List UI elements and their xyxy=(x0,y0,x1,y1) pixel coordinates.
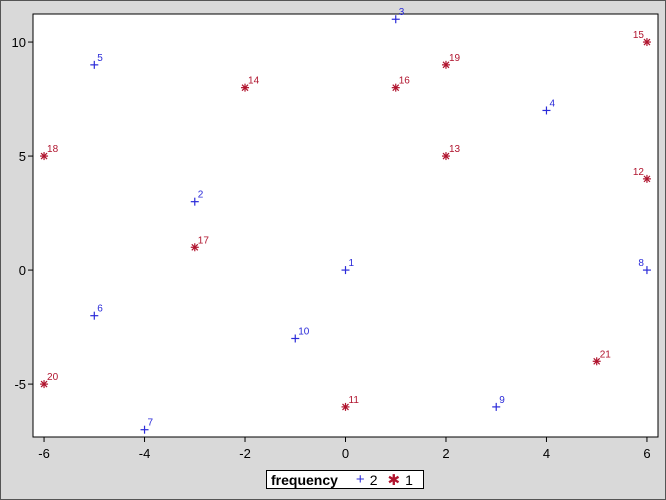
asterisk-marker xyxy=(441,152,450,161)
point-label: 18 xyxy=(47,144,59,155)
legend-plus-icon: + xyxy=(355,471,365,488)
point-label: 15 xyxy=(633,30,645,41)
point-label: 16 xyxy=(399,76,411,87)
plus-marker xyxy=(341,266,350,275)
asterisk-marker xyxy=(190,243,199,252)
y-tick-label: -5 xyxy=(14,377,26,392)
asterisk-marker xyxy=(241,83,250,92)
asterisk-marker xyxy=(341,402,350,411)
asterisk-marker xyxy=(40,152,49,161)
asterisk-marker xyxy=(592,357,601,366)
x-tick-label: -6 xyxy=(38,446,50,461)
legend: frequency + 2 ✱ 1 xyxy=(266,470,424,489)
asterisk-marker xyxy=(40,380,49,389)
plus-marker xyxy=(391,15,400,24)
plus-marker xyxy=(190,197,199,206)
plot-area xyxy=(32,13,659,438)
point-label: 6 xyxy=(97,304,103,315)
y-tick-label: 5 xyxy=(19,149,26,164)
point-label: 11 xyxy=(349,395,360,406)
point-label: 12 xyxy=(633,167,645,178)
y-tick-label: 10 xyxy=(12,35,26,50)
plus-marker xyxy=(542,106,551,115)
plus-marker xyxy=(140,425,149,434)
legend-asterisk-icon: ✱ xyxy=(387,471,401,489)
plus-marker xyxy=(90,60,99,69)
x-tick-label: 2 xyxy=(442,446,449,461)
plus-marker xyxy=(90,311,99,320)
plus-marker xyxy=(642,266,651,275)
asterisk-marker xyxy=(441,60,450,69)
point-label: 20 xyxy=(47,372,59,383)
plus-marker xyxy=(492,402,501,411)
legend-entry-2: 2 xyxy=(369,471,378,488)
point-label: 1 xyxy=(349,258,355,269)
point-label: 3 xyxy=(399,7,405,18)
point-label: 8 xyxy=(638,258,644,269)
x-tick-label: -4 xyxy=(139,446,151,461)
x-tick-label: 6 xyxy=(643,446,650,461)
point-label: 13 xyxy=(449,144,461,155)
asterisk-marker xyxy=(642,38,651,47)
point-label: 7 xyxy=(148,418,154,429)
point-label: 2 xyxy=(198,190,204,201)
point-label: 10 xyxy=(298,326,310,337)
x-tick-label: 0 xyxy=(342,446,349,461)
x-tick-label: 4 xyxy=(543,446,550,461)
point-label: 14 xyxy=(248,76,260,87)
legend-entry-1: 1 xyxy=(405,471,413,488)
point-label: 21 xyxy=(600,349,612,360)
point-label: 19 xyxy=(449,53,461,64)
asterisk-marker xyxy=(391,83,400,92)
point-label: 17 xyxy=(198,235,210,246)
point-label: 9 xyxy=(499,395,505,406)
legend-title: frequency xyxy=(271,471,338,488)
point-label: 4 xyxy=(549,98,555,109)
plus-marker xyxy=(291,334,300,343)
point-label: 5 xyxy=(97,53,103,64)
asterisk-marker xyxy=(642,174,651,183)
x-tick-label: -2 xyxy=(239,446,251,461)
y-tick-label: 0 xyxy=(19,263,26,278)
